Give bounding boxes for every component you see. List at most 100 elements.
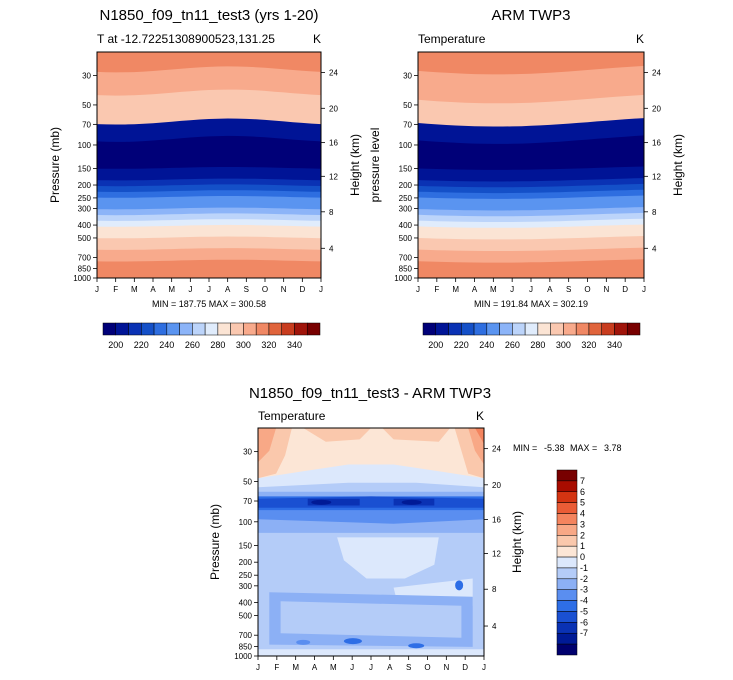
- colorbar-swatch: [556, 491, 578, 503]
- y-tick-label: 30: [82, 71, 91, 80]
- colorbar-label: 1: [580, 541, 585, 551]
- colorbar-swatch: [556, 556, 578, 569]
- panel1-colorbar: 200 220 240 260 280 300 320 340: [102, 322, 321, 350]
- y-tick-label: 200: [399, 181, 413, 190]
- y-tick-label: 250: [399, 194, 413, 203]
- y-tick-label: 150: [239, 541, 253, 550]
- y-tick-label: 50: [403, 101, 412, 110]
- x-tick-label: M: [168, 285, 175, 294]
- right-tick-label: 8: [329, 208, 334, 217]
- right-tick-label: 20: [652, 104, 661, 113]
- x-tick-label: J: [510, 285, 514, 294]
- colorbar-label: -1: [580, 563, 588, 573]
- colorbar-swatch: [556, 600, 578, 612]
- colorbar-swatch: [556, 589, 578, 601]
- cold-patch: [343, 638, 362, 645]
- colorbar-label: 340: [287, 340, 302, 350]
- x-tick-label: A: [312, 663, 318, 672]
- panel2-ylabel: pressure level: [368, 128, 382, 203]
- contour-band: [258, 482, 484, 495]
- panel3-ylabel: Pressure (mb): [208, 504, 222, 580]
- right-tick-label: 8: [492, 585, 497, 594]
- panel1-minmax: MIN = 187.75 MAX = 300.58: [152, 299, 266, 309]
- y-tick-label: 150: [399, 164, 413, 173]
- y-tick-label: 500: [239, 612, 253, 621]
- x-tick-label: M: [330, 663, 337, 672]
- y-tick-label: 150: [78, 164, 92, 173]
- y-tick-label: 50: [82, 101, 91, 110]
- cold-patch: [408, 643, 425, 649]
- colorbar-swatch: [230, 322, 244, 336]
- colorbar-swatch: [306, 322, 321, 336]
- colorbar-swatch: [294, 322, 308, 336]
- panel2-colorbar: 200 220 240 260 280 300 320 340: [422, 322, 641, 350]
- x-tick-label: J: [529, 285, 533, 294]
- x-tick-label: N: [281, 285, 287, 294]
- colorbar-swatch: [563, 322, 577, 336]
- contour-band: [337, 537, 439, 579]
- x-tick-label: S: [244, 285, 249, 294]
- x-tick-label: A: [150, 285, 156, 294]
- panel1-subtitle: T at -12.72251308900523,131.25: [97, 32, 275, 46]
- colorbar-label: 260: [185, 340, 200, 350]
- colorbar-swatch: [556, 632, 578, 645]
- panel-difference-temperature: N1850_f09_tn11_test3 - ARM TWP3 Temperat…: [208, 385, 622, 672]
- right-tick-label: 24: [329, 68, 338, 77]
- x-tick-label: O: [262, 285, 268, 294]
- y-tick-label: 700: [78, 253, 92, 262]
- colorbar-swatch: [556, 611, 578, 623]
- colorbar-swatch: [192, 322, 206, 336]
- y-tick-label: 200: [239, 558, 253, 567]
- x-tick-label: D: [622, 285, 628, 294]
- colorbar-swatch: [115, 322, 129, 336]
- colorbar-swatch: [473, 322, 488, 336]
- colorbar-swatch: [556, 513, 578, 525]
- y-tick-label: 1000: [394, 274, 412, 283]
- x-tick-label: M: [292, 663, 299, 672]
- contour-band: [468, 428, 484, 465]
- contour-band: [280, 601, 462, 638]
- x-tick-label: S: [406, 663, 411, 672]
- panel3-subtitle: Temperature: [258, 409, 326, 423]
- panel3-max-label: MAX =: [570, 443, 597, 453]
- y-tick-label: 700: [239, 631, 253, 640]
- colorbar-label: -4: [580, 596, 588, 606]
- y-tick-label: 850: [399, 265, 413, 274]
- x-tick-label: A: [225, 285, 231, 294]
- contour-band: [382, 428, 451, 442]
- y-tick-label: 100: [239, 518, 253, 527]
- colorbar-swatch: [204, 322, 219, 336]
- colorbar-label: -5: [580, 606, 588, 616]
- colorbar-swatch: [102, 322, 117, 336]
- contour-band: [418, 270, 644, 278]
- y-tick-label: 500: [399, 234, 413, 243]
- panel2-title: ARM TWP3: [492, 7, 571, 24]
- panel1-contour-field: [97, 52, 321, 278]
- panel2-contour-field: [418, 52, 644, 278]
- panel-model-temperature: N1850_f09_tn11_test3 (yrs 1-20) T at -12…: [48, 7, 362, 350]
- colorbar-swatch: [556, 567, 578, 580]
- x-tick-label: N: [603, 285, 609, 294]
- contour-band: [303, 428, 371, 442]
- right-tick-label: 4: [652, 244, 657, 253]
- x-tick-label: F: [434, 285, 439, 294]
- colorbar-label: -3: [580, 585, 588, 595]
- colorbar-swatch: [128, 322, 142, 336]
- x-tick-label: J: [95, 285, 99, 294]
- colorbar-swatch: [166, 322, 180, 336]
- colorbar-label: 3: [580, 519, 585, 529]
- x-tick-label: O: [424, 663, 430, 672]
- y-tick-label: 300: [239, 582, 253, 591]
- colorbar-swatch: [141, 322, 155, 336]
- panel2-ylabel-right: Height (km): [671, 134, 685, 196]
- colorbar-label: 220: [134, 340, 149, 350]
- colorbar-swatch: [550, 322, 564, 336]
- colorbar-label: 240: [159, 340, 174, 350]
- contour-band: [475, 428, 484, 444]
- y-tick-label: 400: [78, 221, 92, 230]
- colorbar-swatch: [588, 322, 602, 336]
- right-tick-label: 16: [492, 515, 501, 524]
- x-tick-label: J: [642, 285, 646, 294]
- y-tick-label: 1000: [234, 652, 252, 661]
